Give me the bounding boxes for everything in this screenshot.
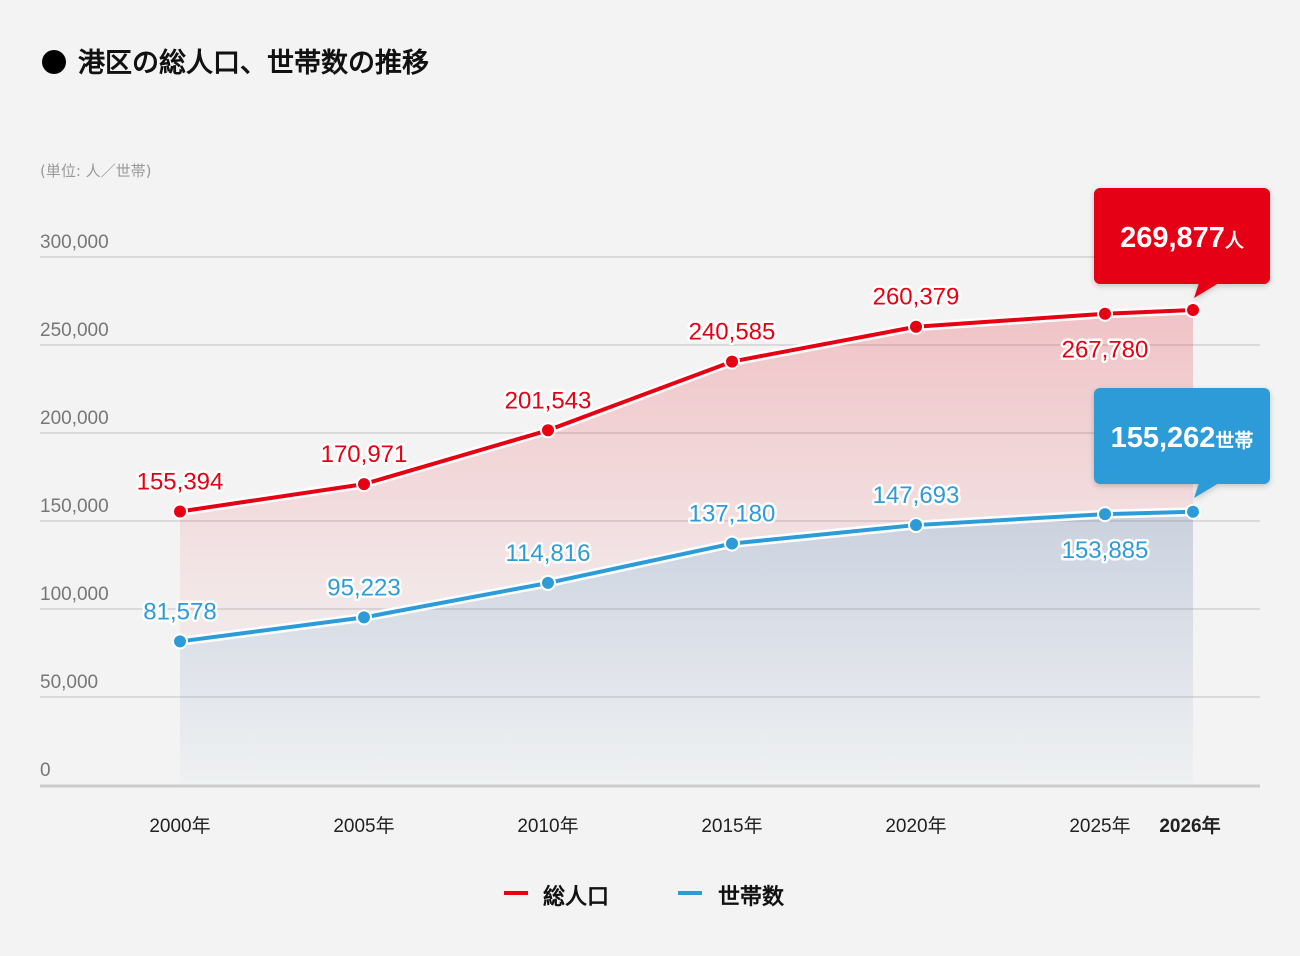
data-label: 260,379: [873, 284, 960, 311]
callout-pointer: [1194, 483, 1219, 498]
unit-note: (単位: 人／世帯): [40, 162, 152, 180]
callout-pointer: [1194, 283, 1219, 298]
legend-label-population: 総人口: [543, 884, 609, 910]
data-label: 153,885: [1062, 537, 1149, 564]
data-point[interactable]: [1099, 307, 1111, 320]
callout-unit: 人: [1225, 230, 1245, 252]
data-point[interactable]: [1187, 304, 1199, 317]
chart-title: 港区の総人口、世帯数の推移: [78, 47, 429, 79]
legend-swatch-households: [678, 891, 702, 895]
data-point[interactable]: [910, 320, 922, 333]
data-point[interactable]: [726, 537, 738, 550]
callout-population: 269,877人: [1094, 188, 1270, 298]
data-point[interactable]: [174, 635, 186, 648]
y-tick-label: 50,000: [40, 672, 98, 693]
data-label: 267,780: [1062, 337, 1149, 364]
callout-number: 155,262: [1111, 422, 1216, 454]
data-label: 81,578: [143, 598, 216, 625]
data-label: 114,816: [506, 540, 591, 567]
data-label: 95,223: [327, 574, 400, 601]
data-point[interactable]: [174, 505, 186, 518]
data-point[interactable]: [358, 611, 370, 624]
y-tick-label: 150,000: [40, 496, 109, 517]
y-tick-label: 200,000: [40, 408, 109, 429]
area-households: [180, 511, 1193, 785]
data-label: 137,180: [689, 501, 776, 528]
legend: 総人口 世帯数: [504, 884, 785, 910]
y-tick-label: 100,000: [40, 584, 109, 605]
x-tick-label: 2020年: [885, 815, 946, 837]
x-tick-label: 2010年: [517, 815, 578, 837]
data-point[interactable]: [1099, 508, 1111, 521]
callout-households: 155,262世帯: [1094, 388, 1270, 498]
data-label: 147,693: [873, 482, 960, 509]
callout-unit: 世帯: [1215, 429, 1253, 452]
y-tick-label: 250,000: [40, 320, 109, 341]
x-tick-label: 2015年: [701, 815, 762, 837]
data-point[interactable]: [542, 424, 554, 437]
x-tick-label: 2005年: [333, 815, 394, 837]
x-tick-label: 2026年: [1159, 814, 1220, 837]
data-point[interactable]: [1187, 505, 1199, 518]
data-label: 170,971: [321, 441, 408, 468]
data-point[interactable]: [542, 576, 554, 589]
callout-box: [1094, 188, 1270, 284]
data-label: 240,585: [689, 319, 776, 346]
data-point[interactable]: [910, 519, 922, 532]
callout-number: 269,877: [1120, 222, 1225, 254]
y-tick-label: 300,000: [40, 232, 109, 253]
x-tick-label: 2000年: [149, 815, 210, 837]
callout-value: 155,262世帯: [1111, 422, 1254, 454]
legend-label-households: 世帯数: [718, 884, 785, 910]
legend-swatch-population: [504, 891, 528, 895]
callout-box: [1094, 388, 1270, 484]
callout-value: 269,877人: [1120, 222, 1245, 254]
data-point[interactable]: [726, 355, 738, 368]
x-tick-label: 2025年: [1069, 815, 1130, 837]
data-label: 155,394: [137, 469, 224, 496]
y-tick-label: 0: [40, 760, 51, 781]
data-point[interactable]: [358, 478, 370, 491]
data-label: 201,543: [505, 387, 592, 414]
title-bullet-icon: [42, 50, 66, 74]
